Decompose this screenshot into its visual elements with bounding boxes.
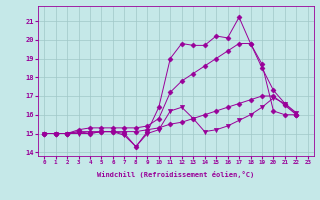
X-axis label: Windchill (Refroidissement éolien,°C): Windchill (Refroidissement éolien,°C) xyxy=(97,171,255,178)
